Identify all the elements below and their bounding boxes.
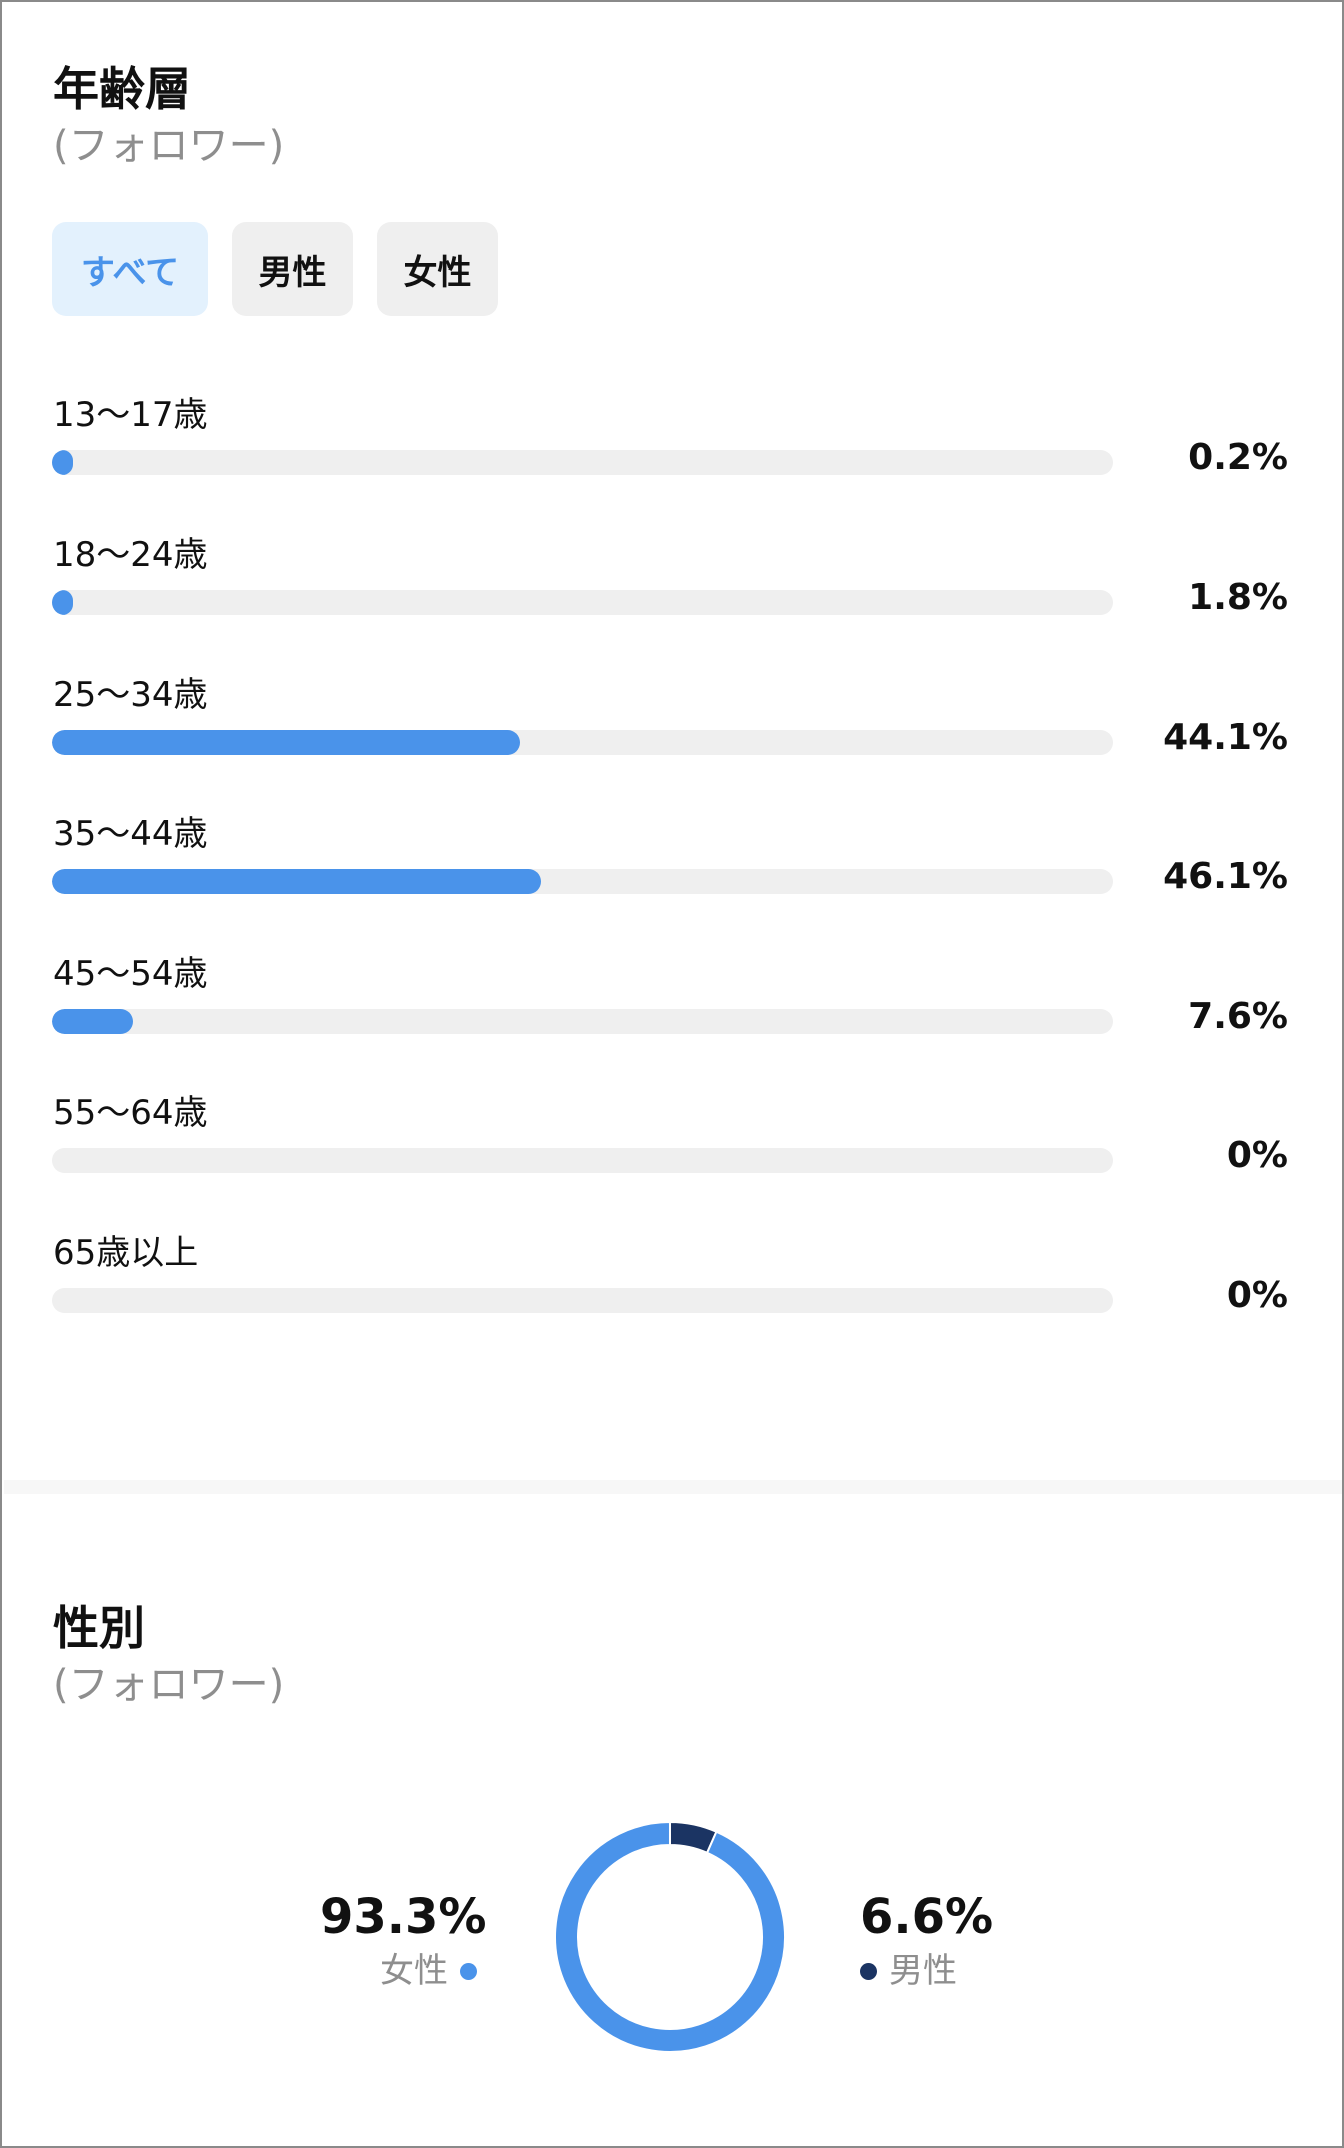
age-row-percent: 44.1% (1163, 717, 1288, 758)
age-bar-track (52, 1148, 1113, 1173)
age-row-65-plus: 65歳以上 0% (52, 1236, 1288, 1336)
male-percent: 6.6% (860, 1889, 994, 1945)
female-legend-label: 女性 (380, 1951, 448, 1991)
age-row-percent: 7.6% (1188, 996, 1288, 1037)
gender-filter-tabs: すべて 男性 女性 (52, 222, 498, 316)
age-bar-track (52, 869, 1113, 894)
age-row-25-34: 25〜34歳 44.1% (52, 678, 1288, 778)
age-row-13-17: 13〜17歳 0.2% (52, 398, 1288, 498)
age-bar-track (52, 590, 1113, 615)
age-row-label: 25〜34歳 (53, 675, 208, 715)
age-section-title: 年齢層 (53, 62, 191, 116)
age-row-percent: 46.1% (1163, 856, 1288, 897)
age-bar-fill (52, 869, 542, 894)
age-row-label: 45〜54歳 (53, 954, 208, 994)
age-row-label: 35〜44歳 (53, 814, 208, 854)
age-row-percent: 0.2% (1188, 437, 1288, 478)
donut-segments (555, 1822, 785, 2052)
tab-female[interactable]: 女性 (377, 222, 498, 316)
age-bar-fill (52, 450, 74, 475)
gender-section-subtitle: (フォロワー) (53, 1662, 285, 1708)
male-legend: 男性 (860, 1954, 957, 1988)
donut-segment-female (555, 1822, 785, 2052)
age-row-percent: 1.8% (1188, 577, 1288, 618)
age-row-label: 55〜64歳 (53, 1093, 208, 1133)
age-row-label: 18〜24歳 (53, 535, 208, 575)
age-bar-fill (52, 1009, 133, 1034)
age-row-55-64: 55〜64歳 0% (52, 1096, 1288, 1196)
gender-section-title: 性別 (53, 1601, 145, 1655)
age-bar-track (52, 450, 1113, 475)
age-bar-fill (52, 730, 520, 755)
male-legend-dot (860, 1962, 877, 1980)
age-bar-track (52, 730, 1113, 755)
age-bar-fill (52, 590, 74, 615)
age-section-subtitle: (フォロワー) (53, 123, 285, 169)
age-row-percent: 0% (1226, 1135, 1288, 1176)
age-row-percent: 0% (1226, 1275, 1288, 1316)
age-bar-track (52, 1288, 1113, 1313)
gender-donut-chart (555, 1822, 785, 2052)
age-row-label: 65歳以上 (53, 1233, 199, 1273)
female-legend: 女性 (380, 1954, 477, 1988)
age-row-35-44: 35〜44歳 46.1% (52, 817, 1288, 917)
female-percent: 93.3% (320, 1889, 487, 1945)
female-legend-dot (460, 1962, 477, 1980)
age-row-label: 13〜17歳 (53, 395, 208, 435)
age-row-18-24: 18〜24歳 1.8% (52, 538, 1288, 638)
male-legend-label: 男性 (889, 1951, 957, 1991)
section-divider (4, 1480, 1342, 1494)
age-bar-track (52, 1009, 1113, 1034)
age-row-45-54: 45〜54歳 7.6% (52, 957, 1288, 1057)
tab-male[interactable]: 男性 (232, 222, 353, 316)
tab-all[interactable]: すべて (52, 222, 208, 316)
